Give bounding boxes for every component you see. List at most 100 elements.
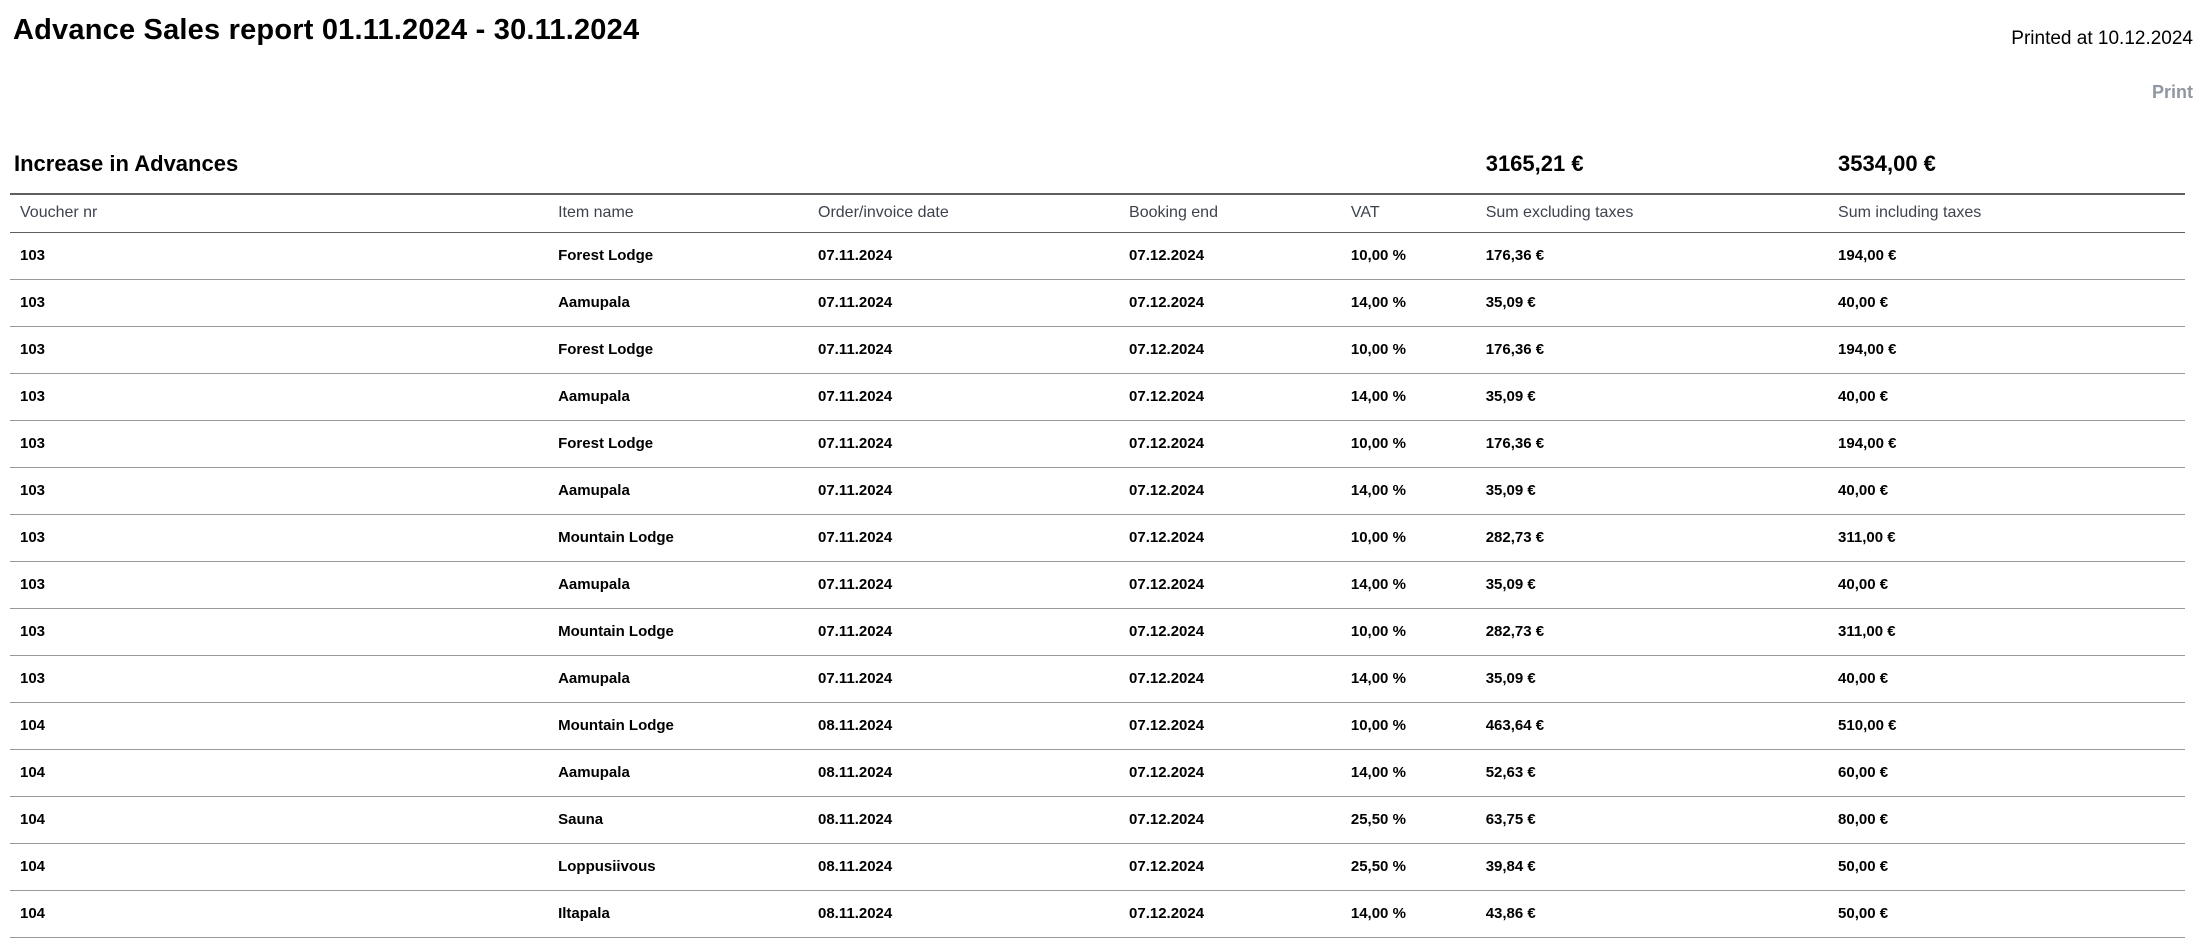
- table-row: 103 Mountain Lodge 07.11.2024 07.12.2024 10,…: [10, 608, 2185, 656]
- table-header-row: Voucher nr Item name Order/invoice date Boo…: [10, 195, 2185, 233]
- table-cell: Aamupala: [558, 561, 818, 609]
- table-cell: 07.12.2024: [1129, 843, 1351, 891]
- table-cell: Forest Lodge: [558, 326, 818, 374]
- table-cell: Aamupala: [558, 279, 818, 327]
- printed-at-stamp: Printed at 10.12.2024: [2011, 28, 2193, 49]
- table-cell: 103: [10, 326, 559, 374]
- table-row: 104 Sauna 08.11.2024 07.12.2024 25,50 % 63,75…: [10, 796, 2185, 844]
- table-cell: 104: [10, 890, 559, 938]
- table-cell: 07.12.2024: [1129, 749, 1351, 797]
- table-row: 103 Mountain Lodge 07.11.2024 07.12.2024 10,…: [10, 514, 2185, 562]
- table-cell: 104: [10, 749, 559, 797]
- table-cell: 10,00 %: [1350, 326, 1486, 374]
- table-cell: 08.11.2024: [818, 796, 1130, 844]
- table-cell: Mountain Lodge: [558, 702, 818, 750]
- table-cell: 07.12.2024: [1129, 608, 1351, 656]
- table-row: 103 Forest Lodge 07.11.2024 07.12.2024 10,00…: [10, 420, 2185, 468]
- table-cell: 07.11.2024: [818, 561, 1130, 609]
- table-cell: 25,50 %: [1350, 843, 1486, 891]
- table-cell: 07.12.2024: [1129, 796, 1351, 844]
- table-cell: 194,00 €: [1838, 420, 2185, 468]
- column-header: Sum excluding taxes: [1485, 195, 1839, 233]
- table-cell: 07.11.2024: [818, 420, 1130, 468]
- table-cell: 07.11.2024: [818, 467, 1130, 515]
- table-cell: 63,75 €: [1485, 796, 1839, 844]
- table-cell: 07.12.2024: [1129, 373, 1351, 421]
- table-cell: Iltapala: [558, 890, 818, 938]
- table-cell: 07.12.2024: [1129, 279, 1351, 327]
- table-cell: 14,00 %: [1350, 561, 1486, 609]
- top-right-area: Printed at 10.12.2024 Print: [2011, 8, 2193, 103]
- table-cell: 08.11.2024: [818, 890, 1130, 938]
- table-cell: 103: [10, 279, 559, 327]
- table-cell: 35,09 €: [1485, 561, 1839, 609]
- table-cell: 07.11.2024: [818, 373, 1130, 421]
- table-cell: 40,00 €: [1838, 655, 2185, 703]
- table-row: 103 Aamupala 07.11.2024 07.12.2024 14,00 % 35…: [10, 373, 2185, 421]
- table-cell: 104: [10, 843, 559, 891]
- print-button[interactable]: Print: [2151, 82, 2193, 102]
- table-cell: 07.11.2024: [818, 655, 1130, 703]
- section-header: Increase in Advances 3165,21 € 3534,00 €: [10, 151, 2185, 195]
- table-cell: 14,00 %: [1350, 279, 1486, 327]
- table-cell: 07.11.2024: [818, 279, 1130, 327]
- table-cell: Aamupala: [558, 655, 818, 703]
- table-cell: Aamupala: [558, 749, 818, 797]
- column-header: Sum including taxes: [1838, 195, 2185, 233]
- table-cell: 14,00 %: [1350, 373, 1486, 421]
- table-cell: Mountain Lodge: [558, 514, 818, 562]
- table-cell: 60,00 €: [1838, 749, 2185, 797]
- table-cell: 40,00 €: [1838, 373, 2185, 421]
- table-cell: 07.11.2024: [818, 514, 1130, 562]
- table-cell: 104: [10, 796, 559, 844]
- table-cell: 52,63 €: [1485, 749, 1839, 797]
- table-cell: Sauna: [558, 796, 818, 844]
- table-row: 103 Aamupala 07.11.2024 07.12.2024 14,00 % 35…: [10, 655, 2185, 703]
- table-cell: 07.12.2024: [1129, 655, 1351, 703]
- table-cell: 35,09 €: [1485, 279, 1839, 327]
- table-cell: 07.12.2024: [1129, 702, 1351, 750]
- report-top-bar: Advance Sales report 01.11.2024 - 30.11.…: [0, 0, 2203, 125]
- table-cell: 103: [10, 420, 559, 468]
- column-header: Item name: [558, 195, 818, 233]
- table-cell: 43,86 €: [1485, 890, 1839, 938]
- table-row: 103 Aamupala 07.11.2024 07.12.2024 14,00 % 35…: [10, 561, 2185, 609]
- page-title: Advance Sales report 01.11.2024 - 30.11.…: [13, 14, 640, 46]
- table-cell: 07.11.2024: [818, 232, 1130, 280]
- total-including-taxes: 3534,00 €: [1838, 151, 1936, 176]
- table-cell: 194,00 €: [1838, 326, 2185, 374]
- table-cell: 176,36 €: [1485, 232, 1839, 280]
- table-cell: 14,00 %: [1350, 655, 1486, 703]
- table-cell: 103: [10, 514, 559, 562]
- table-cell: 35,09 €: [1485, 467, 1839, 515]
- table-cell: 40,00 €: [1838, 561, 2185, 609]
- table-cell: 282,73 €: [1485, 514, 1839, 562]
- table-cell: 07.11.2024: [818, 608, 1130, 656]
- table-cell: 10,00 %: [1350, 514, 1486, 562]
- table-cell: 10,00 %: [1350, 608, 1486, 656]
- table-cell: Loppusiivous: [558, 843, 818, 891]
- column-header: Order/invoice date: [818, 195, 1130, 233]
- table-cell: 07.12.2024: [1129, 232, 1351, 280]
- table-cell: 35,09 €: [1485, 373, 1839, 421]
- table-row: 104 Loppusiivous 08.11.2024 07.12.2024 25,50…: [10, 843, 2185, 891]
- table-cell: 10,00 %: [1350, 420, 1486, 468]
- column-header: VAT: [1350, 195, 1486, 233]
- table-row: 103 Aamupala 07.11.2024 07.12.2024 14,00 % 35…: [10, 279, 2185, 327]
- section-title: Increase in Advances: [14, 151, 239, 176]
- table-cell: 510,00 €: [1838, 702, 2185, 750]
- table-cell: 07.11.2024: [818, 326, 1130, 374]
- table-cell: 176,36 €: [1485, 420, 1839, 468]
- table-cell: 50,00 €: [1838, 843, 2185, 891]
- table-cell: Forest Lodge: [558, 232, 818, 280]
- table-cell: 194,00 €: [1838, 232, 2185, 280]
- table-cell: 40,00 €: [1838, 279, 2185, 327]
- table-row: 103 Forest Lodge 07.11.2024 07.12.2024 10,00…: [10, 326, 2185, 374]
- table-cell: 40,00 €: [1838, 467, 2185, 515]
- table-row: 104 Iltapala 08.11.2024 07.12.2024 14,00 % 43…: [10, 890, 2185, 938]
- table-cell: 176,36 €: [1485, 326, 1839, 374]
- table-cell: Forest Lodge: [558, 420, 818, 468]
- table-cell: 10,00 %: [1350, 702, 1486, 750]
- table-cell: 08.11.2024: [818, 702, 1130, 750]
- table-cell: 103: [10, 467, 559, 515]
